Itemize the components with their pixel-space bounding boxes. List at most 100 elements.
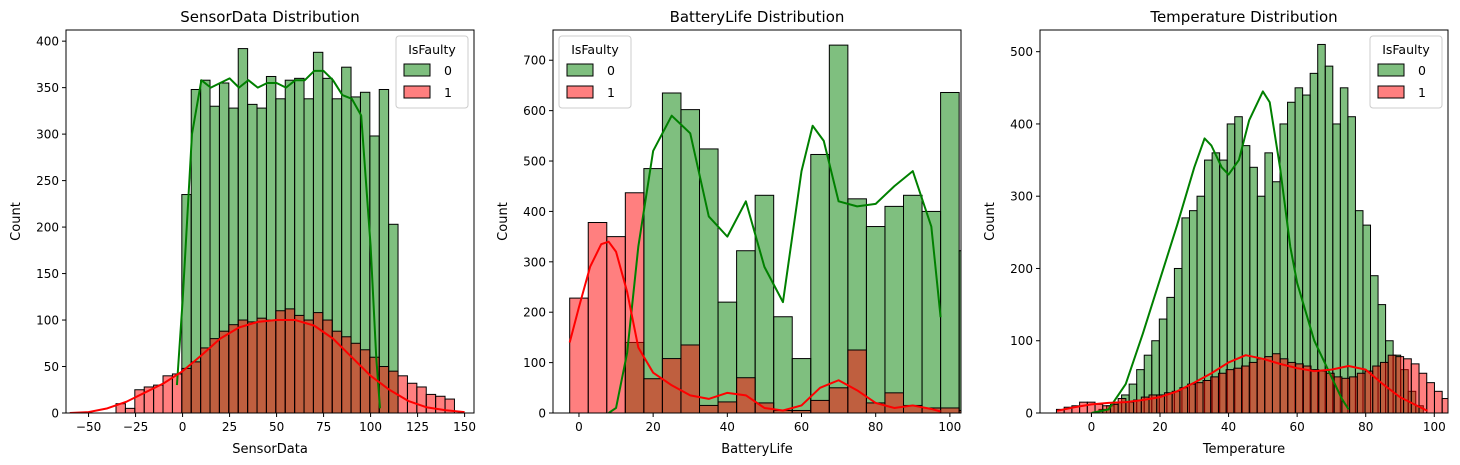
y-tick-label: 400	[523, 205, 546, 219]
bar	[717, 401, 738, 413]
bar	[209, 338, 220, 413]
legend-title: IsFaulty	[1382, 42, 1430, 57]
legend: IsFaulty 0 1	[1369, 35, 1443, 109]
bar	[1079, 401, 1088, 413]
bar	[1450, 402, 1458, 413]
y-tick-label: 200	[523, 306, 546, 320]
bar	[1356, 372, 1366, 413]
y-tick-label: 50	[44, 360, 59, 374]
bar	[218, 330, 230, 413]
x-tick-label: 0	[1088, 420, 1096, 434]
bar	[303, 319, 314, 413]
bar	[1364, 370, 1374, 413]
bar	[284, 308, 296, 413]
chart-panel-1: 0 20 40 60 80 100 0 100 200 300 400 500 600 700 Batter…	[496, 8, 962, 457]
legend-title: IsFaulty	[408, 42, 456, 57]
bar	[940, 91, 960, 413]
chart-panel-0: −50 −25 0 25 50 75 100 125 150 0 50 100 150 200 250 300…	[9, 8, 476, 457]
y-tick-label: 150	[36, 267, 59, 281]
x-tick-label: 25	[222, 420, 237, 434]
bar	[810, 153, 830, 413]
kde-line-0	[175, 69, 381, 409]
plot-frame	[1039, 29, 1449, 414]
series-0-bars	[624, 44, 961, 413]
series-1-bars	[569, 192, 961, 413]
bar	[754, 194, 775, 413]
bar	[1202, 379, 1212, 413]
bar	[958, 250, 961, 413]
bar	[1310, 369, 1320, 413]
bar	[388, 223, 399, 413]
bar	[1295, 363, 1304, 413]
bar	[359, 349, 371, 413]
x-tick-label: 150	[453, 420, 476, 434]
kde-line-1	[1056, 354, 1428, 412]
bar	[606, 236, 626, 413]
series-1-bars	[115, 308, 455, 413]
bar	[237, 319, 249, 413]
bar	[884, 205, 905, 413]
x-tick-label: 60	[794, 420, 809, 434]
plot-frame	[552, 29, 962, 414]
bar	[247, 321, 258, 413]
bar	[1387, 354, 1397, 413]
legend-label: 0	[607, 63, 615, 78]
series-1-bars	[1055, 353, 1458, 413]
bar	[200, 347, 211, 413]
legend-swatch	[1377, 63, 1405, 77]
y-tick-label: 400	[1010, 117, 1033, 131]
x-axis-label: BatteryLife	[721, 442, 793, 457]
bar	[1279, 358, 1289, 413]
bar	[1287, 361, 1297, 413]
bar	[294, 314, 305, 413]
legend-swatch	[566, 85, 594, 99]
bar	[773, 316, 793, 413]
bar	[124, 407, 136, 413]
bar	[425, 393, 437, 413]
y-tick-label: 300	[1010, 190, 1033, 204]
bar	[828, 44, 849, 413]
bar	[1171, 390, 1181, 413]
legend-swatch	[566, 63, 594, 77]
bar	[940, 407, 960, 413]
bar	[1241, 365, 1250, 413]
y-axis-label: Count	[9, 202, 24, 241]
bar	[1441, 398, 1448, 413]
bar	[416, 386, 427, 413]
x-tick-label: 0	[575, 420, 583, 434]
plot-area	[568, 44, 961, 413]
bar	[569, 297, 589, 413]
bar	[1403, 358, 1412, 413]
series-0-bars	[1098, 43, 1424, 413]
bar	[1302, 365, 1312, 413]
x-tick-label: 20	[646, 420, 661, 434]
x-tick-label: 100	[938, 420, 961, 434]
bar	[1225, 369, 1235, 413]
bar	[1117, 398, 1127, 413]
bar	[828, 387, 849, 413]
x-tick-label: 60	[1290, 420, 1305, 434]
y-tick-label: 400	[36, 35, 59, 49]
x-tick-label: 100	[1423, 420, 1446, 434]
bar	[717, 301, 738, 413]
bar	[903, 194, 923, 413]
bar	[1248, 361, 1258, 413]
bar	[275, 310, 286, 413]
x-tick-label: 50	[269, 420, 284, 434]
bar	[350, 342, 361, 413]
y-tick-label: 500	[523, 155, 546, 169]
legend-label: 0	[1418, 63, 1426, 78]
bar	[1309, 72, 1319, 413]
bar	[624, 192, 645, 413]
bar	[1210, 376, 1219, 413]
bar	[810, 399, 830, 413]
bar	[643, 378, 663, 413]
y-tick-label: 250	[36, 174, 59, 188]
bar	[865, 226, 886, 413]
x-tick-label: 125	[406, 420, 429, 434]
bar	[181, 367, 192, 413]
x-tick-label: 20	[1152, 420, 1167, 434]
legend: IsFaulty 0 1	[558, 35, 632, 109]
bar	[1264, 356, 1273, 413]
